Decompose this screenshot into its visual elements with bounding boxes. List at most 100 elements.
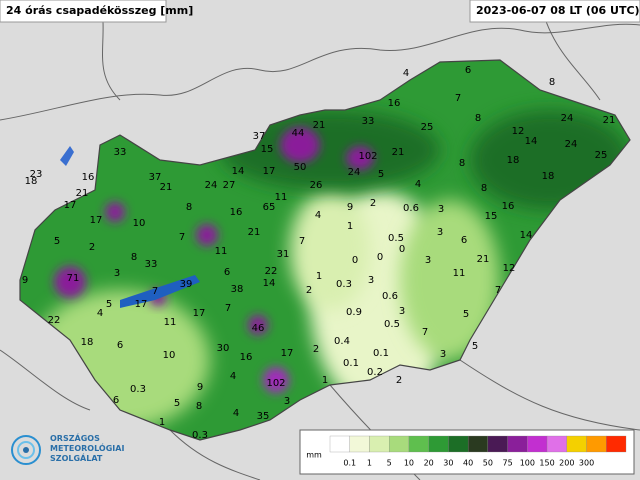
logo: ORSZÁGOS METEOROLÓGIAI SZOLGÁLAT [11,432,124,465]
station-value: 14 [525,136,538,147]
logo-text: ORSZÁGOS [50,432,100,443]
station-value: 5 [174,398,180,409]
station-value: 12 [503,263,516,274]
station-value: 33 [145,259,158,270]
station-value: 21 [160,182,173,193]
legend-swatch [527,435,548,453]
station-value: 9 [22,275,28,286]
station-value: 21 [603,115,616,126]
station-value: 3 [425,255,431,266]
station-value: 21 [76,188,89,199]
station-value: 3 [284,396,290,407]
legend-swatch [566,435,587,453]
title-box [0,0,167,23]
station-value: 17 [263,166,276,177]
legend-swatch [606,435,627,453]
station-value: 46 [252,323,265,334]
station-value: 1 [159,417,165,428]
station-value: 16 [82,172,95,183]
station-value: 11 [453,268,466,279]
station-value: 16 [388,98,401,109]
station-value: 44 [292,128,305,139]
legend-label: 150 [539,459,554,468]
station-value: 4 [315,210,321,221]
legend-swatch [467,435,489,453]
station-value: 4 [415,179,421,190]
station-value: 3 [368,275,374,286]
station-value: 4 [233,408,239,419]
station-value: 8 [131,252,137,263]
station-value: 24 [348,167,361,178]
station-value: 1 [316,271,322,282]
legend-label: 0.1 [343,459,356,468]
station-value: 0.4 [334,336,350,347]
station-value: 65 [263,202,276,213]
station-value: 7 [299,236,305,247]
station-value: 5 [106,299,112,310]
station-value: 15 [485,211,498,222]
legend-swatch [389,435,410,453]
station-value: 25 [595,150,608,161]
legend-swatch [329,435,350,453]
station-value: 9 [197,382,203,393]
station-value: 17 [64,200,77,211]
legend-swatch [507,435,528,453]
legend-label: 5 [387,459,392,468]
station-value: 11 [275,192,288,203]
station-value: 6 [113,395,119,406]
station-value: 14 [263,278,276,289]
station-value: 17 [135,299,148,310]
station-value: 24 [565,139,578,150]
station-value: 18 [81,337,94,348]
legend-label: 100 [520,459,535,468]
legend-label: 200 [559,459,574,468]
station-value: 71 [67,273,80,284]
station-value: 7 [455,93,461,104]
station-value: 37 [149,172,162,183]
station-value: 0.2 [367,367,383,378]
station-value: 18 [25,176,38,187]
legend-swatch [369,435,390,453]
station-value: 2 [370,198,376,209]
station-value: 2 [396,375,402,386]
legend-swatch [349,435,370,453]
station-value: 50 [294,162,307,173]
station-value: 37 [253,131,266,142]
station-value: 23 [30,169,43,180]
station-value: 7 [179,232,185,243]
station-value: 7 [422,327,428,338]
date: 2023-06-07 08 LT (06 UTC) [476,4,640,17]
station-value: 3 [438,204,444,215]
station-value: 4 [97,308,103,319]
station-value: 9 [347,202,353,213]
legend-label: 1 [367,459,372,468]
station-value: 35 [257,411,270,422]
station-value: 15 [261,144,274,155]
station-value: 4 [230,371,236,382]
station-value: 2 [306,285,312,296]
station-value: 0.3 [192,430,208,441]
station-value: 12 [512,126,525,137]
station-value: 102 [358,151,377,162]
station-value: 26 [310,180,323,191]
station-value: 6 [461,235,467,246]
station-value: 2 [313,344,319,355]
station-value: 4 [403,68,409,79]
title: 24 órás csapadékösszeg [mm] [6,4,193,17]
legend-label: 30 [443,459,453,468]
station-value: 7 [225,303,231,314]
station-value: 0.5 [384,319,400,330]
station-value: 10 [133,218,146,229]
station-value: 24 [561,113,574,124]
station-value: 0 [352,255,358,266]
legend-label: 10 [404,459,414,468]
station-value: 5 [54,236,60,247]
station-value: 10 [163,350,176,361]
station-value: 0 [399,244,405,255]
station-value: 21 [392,147,405,158]
legend-label: 75 [503,459,513,468]
station-value: 24 [205,180,218,191]
station-value: 11 [164,317,177,328]
legend-label: 50 [483,459,493,468]
